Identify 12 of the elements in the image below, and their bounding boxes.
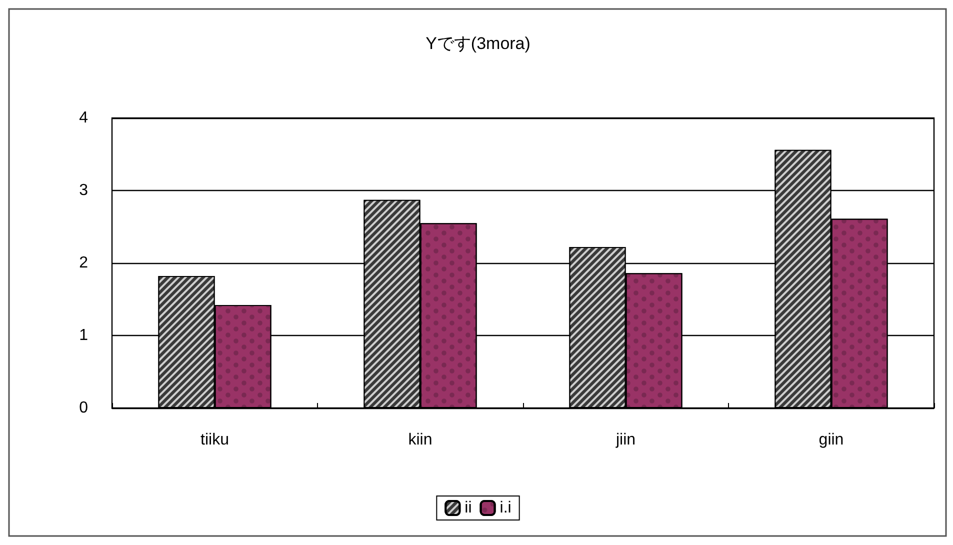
x-tick-label: kiin [408,432,432,448]
x-tick-label: jiin [614,432,636,448]
chart-title: Yです(3mora) [426,34,530,53]
y-tick-label: 4 [79,110,88,126]
y-tick-label: 3 [79,182,88,199]
legend-label: ii [464,500,472,516]
y-tick-label: 1 [79,327,88,344]
legend-label: i.i [500,500,512,516]
y-tick-label: 2 [79,254,88,272]
x-tick-label: tiiku [200,432,229,448]
x-tick-label: giin [818,432,844,448]
y-tick-label: 0 [79,400,88,416]
